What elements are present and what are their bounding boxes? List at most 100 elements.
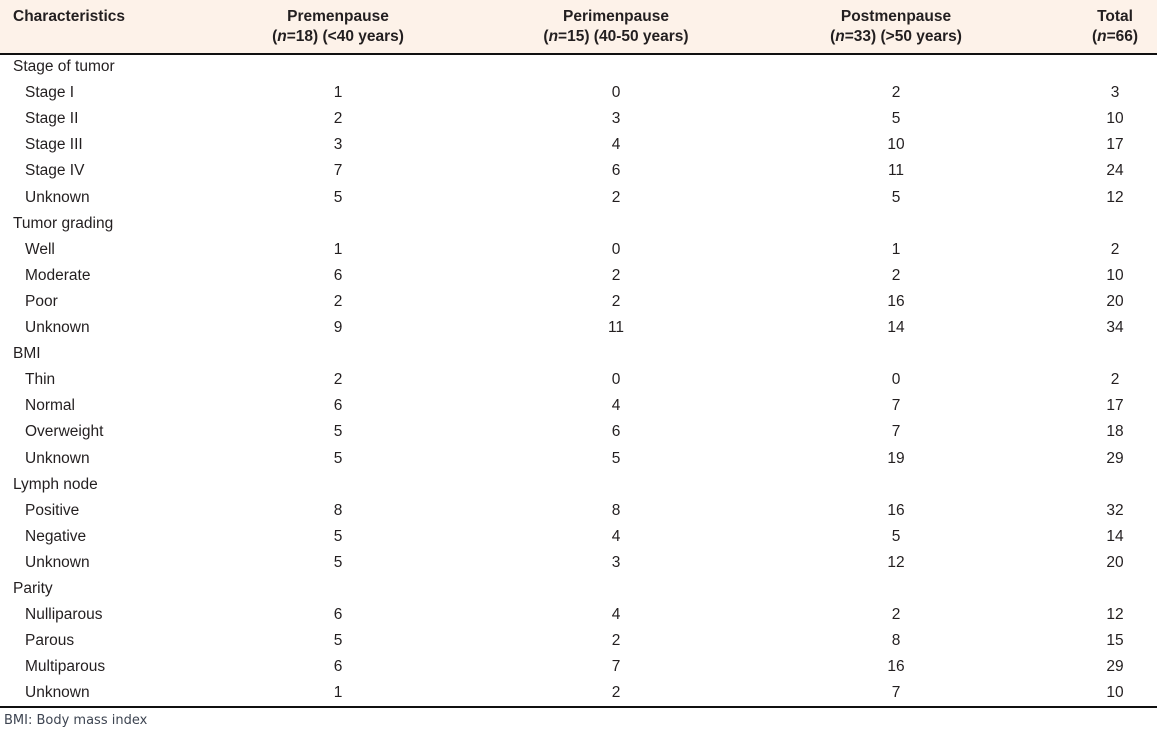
count-and-range: =18) (<40 years) <box>286 28 404 46</box>
column-subtitle: (n=18) (<40 years) <box>163 27 513 47</box>
cell-value: 14 <box>887 319 905 337</box>
cell-value: 16 <box>887 658 905 676</box>
row-label: Stage II <box>25 110 79 128</box>
cell-value: 6 <box>611 423 621 441</box>
table-body: Stage of tumor Stage I 1 0 2 3 Stage II 2 3 5 10 St… <box>0 54 1157 708</box>
cell-value: 24 <box>1106 162 1124 180</box>
cell-value: 14 <box>1106 527 1124 545</box>
cell-value: 2 <box>611 292 621 310</box>
n-symbol: n <box>277 28 287 46</box>
table-row: Overweight 5 6 7 18 <box>0 419 1157 445</box>
section-row: Tumor grading <box>0 211 1157 237</box>
n-symbol: n <box>1097 28 1107 46</box>
row-label: Unknown <box>25 554 90 572</box>
table-row: Stage II 2 3 5 10 <box>0 106 1157 132</box>
cell-value: 7 <box>891 397 901 415</box>
n-symbol: n <box>835 28 845 46</box>
table-row: Moderate 6 2 2 10 <box>0 263 1157 289</box>
cell-value: 1 <box>163 680 513 708</box>
section-row: BMI <box>0 341 1157 367</box>
row-label: Thin <box>25 371 56 389</box>
cell-value: 20 <box>1106 292 1124 310</box>
cell-value: 4 <box>611 527 621 545</box>
table-row: Unknown 1 2 7 10 <box>0 680 1157 708</box>
cell-value: 4 <box>611 397 621 415</box>
cell-value: 1 <box>891 240 901 258</box>
column-header-total: Total (n=66) <box>1073 0 1157 55</box>
section-row: Lymph node <box>0 472 1157 498</box>
cell-value: 2 <box>891 606 901 624</box>
paren: ( <box>543 28 549 46</box>
cell-value: 0 <box>611 84 621 102</box>
row-label: Stage I <box>25 84 75 102</box>
column-subtitle: (n=66) <box>1073 27 1157 47</box>
table-row: Stage I 1 0 2 3 <box>0 80 1157 106</box>
cell-value: 5 <box>333 449 343 467</box>
section-row: Parity <box>0 576 1157 602</box>
cell-value: 0 <box>891 371 901 389</box>
table-row: Normal 6 4 7 17 <box>0 393 1157 419</box>
paren: ( <box>1091 28 1098 46</box>
cell-value: 15 <box>1106 632 1124 650</box>
column-title: Premenpause <box>287 8 389 25</box>
cell-value: 17 <box>1106 136 1124 154</box>
count-and-range: =33) (>50 years) <box>844 28 962 46</box>
cell-value: 2 <box>611 188 621 206</box>
cell-value: 2 <box>513 680 719 708</box>
cell-value: 8 <box>611 501 621 519</box>
section-row: Stage of tumor <box>0 54 1157 80</box>
row-label: Moderate <box>25 266 91 284</box>
table-row: Unknown 5 3 12 20 <box>0 550 1157 576</box>
row-label: Well <box>25 240 55 258</box>
cell-value: 5 <box>891 110 901 128</box>
table-row: Unknown 9 11 14 34 <box>0 315 1157 341</box>
row-label: Stage IV <box>25 162 85 180</box>
cell-value: 4 <box>611 606 621 624</box>
cell-value: 10 <box>1106 266 1124 284</box>
cell-value: 6 <box>611 162 621 180</box>
characteristics-table: Characteristics Premenpause (n=18) (<40 y… <box>0 0 1157 708</box>
cell-value: 1 <box>333 84 343 102</box>
table-row: Unknown 5 2 5 12 <box>0 184 1157 210</box>
cell-value: 3 <box>611 554 621 572</box>
cell-value: 32 <box>1106 501 1124 519</box>
cell-value: 7 <box>719 680 1073 708</box>
row-label: Poor <box>25 292 58 310</box>
table-row: Multiparous 6 7 16 29 <box>0 654 1157 680</box>
column-header-characteristics: Characteristics <box>0 0 163 55</box>
cell-value: 10 <box>1073 680 1157 708</box>
cell-value: 3 <box>1110 84 1120 102</box>
cell-value: 2 <box>891 84 901 102</box>
row-label: Normal <box>25 397 75 415</box>
cell-value: 8 <box>333 501 343 519</box>
table-row: Stage III 3 4 10 17 <box>0 132 1157 158</box>
cell-value: 11 <box>887 162 905 180</box>
table-row: Stage IV 7 6 11 24 <box>0 158 1157 184</box>
column-title: Postmenpause <box>840 8 952 25</box>
n-symbol: n <box>548 28 559 46</box>
cell-value: 12 <box>1106 188 1124 206</box>
cell-value: 5 <box>333 527 343 545</box>
cell-value: 2 <box>333 110 343 128</box>
cell-value: 7 <box>891 423 901 441</box>
cell-value: 18 <box>1106 423 1124 441</box>
table-footnote: BMI: Body mass index <box>4 712 148 728</box>
column-subtitle: (n=33) (>50 years) <box>719 27 1073 47</box>
cell-value: 2 <box>333 371 343 389</box>
cell-value: 16 <box>887 501 905 519</box>
column-subtitle: (n=15) (40-50 years) <box>513 27 719 47</box>
column-header-premenpause: Premenpause (n=18) (<40 years) <box>163 0 513 55</box>
cell-value: 2 <box>1110 240 1120 258</box>
cell-value: 6 <box>333 606 343 624</box>
cell-value: 5 <box>333 423 343 441</box>
table-row: Parous 5 2 8 15 <box>0 628 1157 654</box>
cell-value: 5 <box>333 632 343 650</box>
table-row: Poor 2 2 16 20 <box>0 289 1157 315</box>
cell-value: 12 <box>1106 606 1124 624</box>
cell-value: 5 <box>333 188 343 206</box>
cell-value: 16 <box>887 292 905 310</box>
cell-value: 2 <box>333 292 343 310</box>
cell-value: 29 <box>1106 658 1124 676</box>
cell-value: 19 <box>887 449 905 467</box>
row-label: Nulliparous <box>25 606 103 624</box>
